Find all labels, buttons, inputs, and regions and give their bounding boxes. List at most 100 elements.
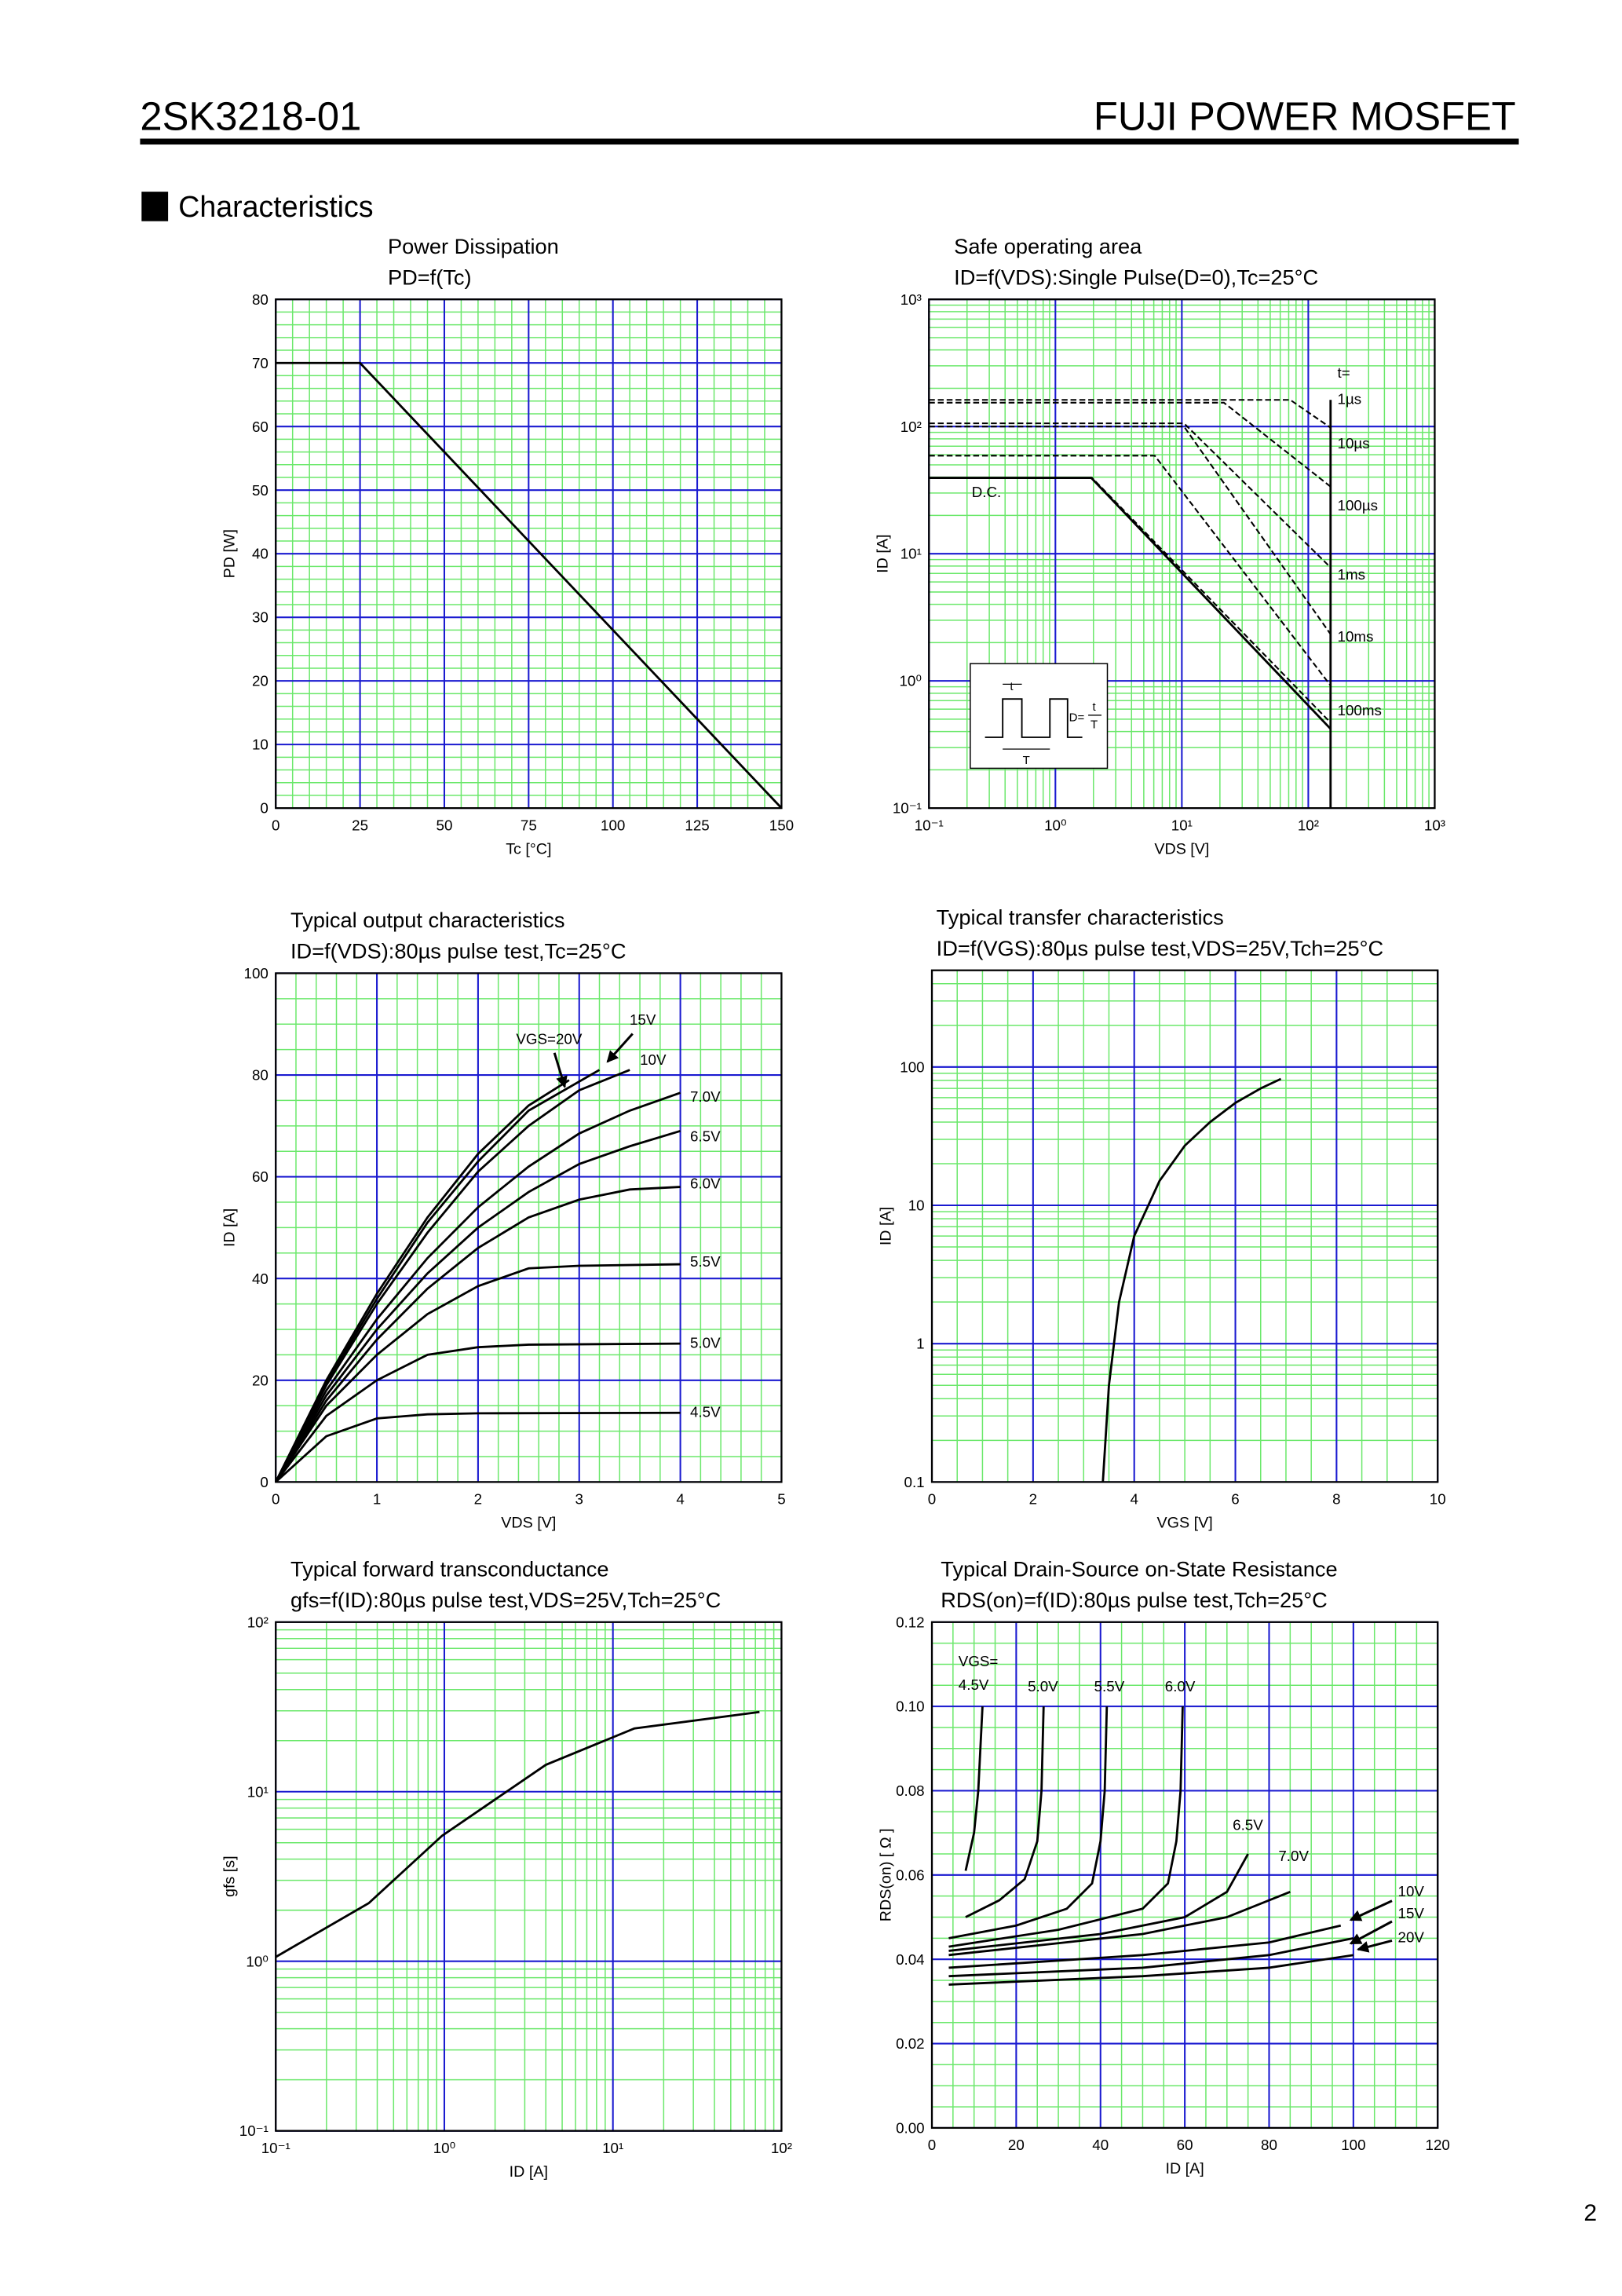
chart-subtitle: gfs=f(ID):80µs pulse test,VDS=25V,Tch=25… (290, 1588, 721, 1612)
curve-label: 7.0V (1278, 1848, 1309, 1864)
curve (964, 1706, 984, 1871)
chart-title: Typical output characteristics (290, 908, 564, 932)
y-tick-label: 10⁰ (246, 1953, 268, 1969)
curve-label: 10µs (1338, 435, 1370, 452)
plot-frame (275, 1621, 783, 2132)
x-tick-label: 0 (928, 2137, 936, 2153)
y-tick-label: 10¹ (247, 1783, 269, 1800)
curve-label: 6.0V (690, 1175, 721, 1192)
curve (276, 361, 783, 810)
curve-label: 4.5V (959, 1676, 989, 1693)
x-tick-label: 40 (1092, 2137, 1109, 2153)
y-tick-label: 30 (252, 609, 269, 626)
x-tick-label: 100 (1341, 2137, 1365, 2153)
y-tick-label: 10 (908, 1197, 925, 1214)
y-tick-label: 10⁰ (899, 673, 921, 689)
curve-label: 5.5V (1094, 1678, 1125, 1695)
x-axis-label: ID [A] (510, 2163, 548, 2181)
y-tick-label: 10⁻¹ (893, 800, 922, 817)
curve-label: 1µs (1338, 391, 1362, 408)
curve-label: 1ms (1338, 566, 1365, 583)
inset-label: t (1093, 700, 1097, 714)
curve-label: VGS=20V (516, 1031, 582, 1047)
arrow (1349, 1920, 1393, 1945)
y-tick-label: 0.08 (896, 1782, 925, 1799)
chart: 0 20 40 60 80 100 120 0.00 0.02 0.04 0.06 0.08 0.10 0… (877, 1557, 1449, 2178)
annotation: VGS= (959, 1653, 999, 1669)
x-axis-label: Tc [°C] (506, 840, 551, 857)
x-tick-label: 20 (1008, 2137, 1025, 2153)
x-tick-label: 8 (1332, 1491, 1340, 1508)
y-tick-label: 80 (252, 1067, 269, 1084)
chart-subtitle: RDS(on)=f(ID):80µs pulse test,Tch=25°C (941, 1588, 1328, 1612)
curve-label: 6.5V (1233, 1817, 1263, 1834)
inset-label: D= (1069, 711, 1085, 724)
curve-label: 6.5V (690, 1128, 721, 1145)
y-tick-label: 1 (916, 1336, 924, 1352)
curve (929, 426, 1332, 635)
curve (948, 1706, 1109, 1940)
inset-frame (970, 663, 1109, 770)
y-axis-label: PD [W] (221, 529, 239, 578)
curve (275, 1129, 681, 1483)
curve-label: 5.0V (1028, 1678, 1058, 1695)
curve (275, 1342, 681, 1483)
curve-label: 5.5V (690, 1253, 721, 1270)
y-tick-label: 40 (252, 546, 269, 562)
x-tick-label: 75 (521, 817, 537, 833)
chart: 0 1 2 3 4 5 0 20 40 60 80 100 VGS=20V 15V 10V 7.0V 6.5V 6… (221, 908, 786, 1531)
curve-label: 10ms (1338, 628, 1374, 645)
product-series: FUJI POWER MOSFET (1094, 93, 1516, 138)
y-tick-label: 0.12 (896, 1614, 925, 1630)
curve-label: 6.0V (1165, 1678, 1196, 1695)
y-tick-label: 10⁻¹ (239, 2122, 269, 2139)
x-tick-label: 10 (1430, 1491, 1446, 1508)
chart: 0 25 50 75 100 125 150 0 10 20 30 40 50 60 70 80 Power D… (221, 234, 794, 857)
section-marker (141, 192, 169, 221)
curve-label: 10V (640, 1051, 667, 1068)
y-tick-label: 0.00 (896, 2119, 925, 2136)
curve-label: 100ms (1338, 702, 1382, 718)
curve (948, 1890, 1291, 1957)
plot-area (276, 1621, 782, 2131)
inset-label: T (1023, 754, 1030, 767)
x-tick-label: 10² (771, 2140, 792, 2156)
plot-frame (930, 1621, 1439, 2130)
x-tick-label: 4 (1130, 1491, 1138, 1508)
inset-label: t (1010, 680, 1014, 693)
x-tick-label: 10¹ (602, 2140, 623, 2156)
chart-subtitle: ID=f(VDS):Single Pulse(D=0),Tc=25°C (954, 265, 1318, 289)
y-tick-label: 0 (260, 800, 268, 817)
curve-label: 100µs (1338, 497, 1379, 514)
arrow (606, 1033, 634, 1063)
y-tick-label: 0 (260, 1474, 268, 1490)
pulse-waveform (985, 698, 1083, 738)
curve-label: 15V (630, 1011, 656, 1028)
curve (948, 1924, 1342, 1969)
curve (275, 1411, 681, 1483)
x-tick-label: 10⁰ (433, 2140, 455, 2156)
curve-label: 15V (1398, 1905, 1425, 1921)
y-tick-label: 10³ (901, 291, 922, 308)
x-tick-label: 100 (601, 817, 625, 833)
curve (274, 1079, 570, 1483)
x-tick-label: 10¹ (1171, 817, 1193, 833)
x-tick-label: 6 (1231, 1491, 1239, 1508)
y-tick-label: 20 (252, 1372, 269, 1388)
x-tick-label: 4 (676, 1491, 684, 1508)
y-tick-label: 100 (900, 1058, 924, 1075)
curve (929, 422, 1332, 569)
x-tick-label: 2 (474, 1491, 482, 1508)
chart-title: Power Dissipation (388, 234, 559, 258)
x-tick-label: 150 (769, 817, 794, 833)
chart: 10⁻¹ 10⁰ 10¹ 10² 10³10⁻¹10⁰10¹10²10³tTD=tT1µ… (875, 234, 1445, 857)
curve (275, 1263, 681, 1483)
y-axis-label: ID [A] (875, 535, 892, 573)
curve (948, 1706, 1184, 1948)
y-tick-label: 10² (901, 419, 922, 435)
y-axis-label: ID [A] (877, 1207, 894, 1245)
y-tick-label: 70 (252, 355, 269, 371)
curve (929, 401, 1332, 488)
